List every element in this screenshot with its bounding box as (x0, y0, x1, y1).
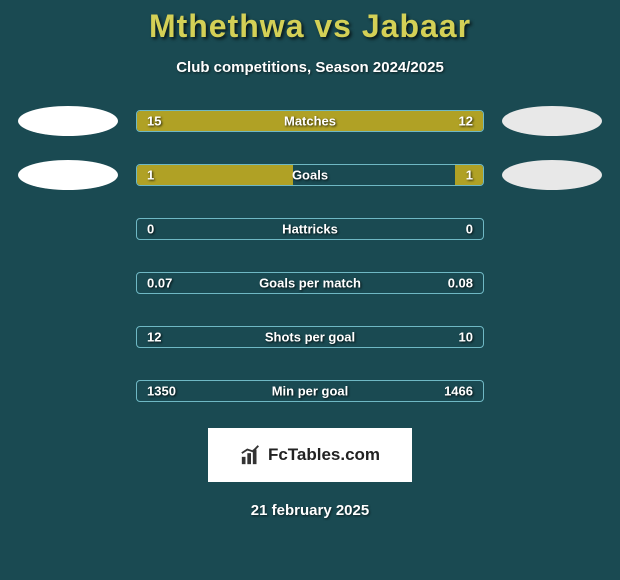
oval-spacer (502, 268, 602, 298)
stats-rows: 15 12 Matches 1 1 Goals 0 0 Hattricks 0.07 0.08 Goa… (0, 106, 620, 406)
stat-row: 1350 1466 Min per goal (0, 376, 620, 406)
oval-spacer (502, 376, 602, 406)
stat-bar: 1350 1466 Min per goal (136, 380, 484, 402)
stat-value-left: 1350 (147, 384, 176, 399)
oval-spacer (18, 268, 118, 298)
bar-fill-left (137, 165, 293, 185)
team-left-oval (18, 106, 118, 136)
oval-spacer (18, 322, 118, 352)
stat-value-right: 0.08 (448, 276, 473, 291)
team-right-oval (502, 160, 602, 190)
stat-row: 12 10 Shots per goal (0, 322, 620, 352)
stat-value-left: 0.07 (147, 276, 172, 291)
stat-bar: 0 0 Hattricks (136, 218, 484, 240)
date-text: 21 february 2025 (0, 502, 620, 519)
stat-value-right: 10 (459, 330, 473, 345)
stat-value-right: 1466 (444, 384, 473, 399)
oval-spacer (502, 214, 602, 244)
logo-text: FcTables.com (268, 445, 380, 465)
stat-value-left: 1 (147, 168, 154, 183)
oval-spacer (502, 322, 602, 352)
stat-label: Goals (292, 168, 328, 183)
stat-label: Goals per match (259, 276, 361, 291)
stat-label: Hattricks (282, 222, 338, 237)
stat-row: 15 12 Matches (0, 106, 620, 136)
stat-row: 0 0 Hattricks (0, 214, 620, 244)
stat-row: 1 1 Goals (0, 160, 620, 190)
bar-fill-right (431, 111, 483, 131)
logo-box[interactable]: FcTables.com (208, 428, 412, 482)
oval-spacer (18, 214, 118, 244)
team-right-oval (502, 106, 602, 136)
stat-value-left: 15 (147, 114, 161, 129)
stat-bar: 15 12 Matches (136, 110, 484, 132)
stat-value-left: 12 (147, 330, 161, 345)
stat-value-right: 0 (466, 222, 473, 237)
stat-label: Min per goal (272, 384, 349, 399)
stats-card: Mthethwa vs Jabaar Club competitions, Se… (0, 0, 620, 519)
stat-label: Shots per goal (265, 330, 355, 345)
stat-row: 0.07 0.08 Goals per match (0, 268, 620, 298)
stat-value-right: 12 (459, 114, 473, 129)
stat-label: Matches (284, 114, 336, 129)
stat-value-left: 0 (147, 222, 154, 237)
stat-value-right: 1 (466, 168, 473, 183)
page-title: Mthethwa vs Jabaar (0, 8, 620, 45)
team-left-oval (18, 160, 118, 190)
chart-icon (240, 444, 262, 466)
oval-spacer (18, 376, 118, 406)
stat-bar: 0.07 0.08 Goals per match (136, 272, 484, 294)
subtitle: Club competitions, Season 2024/2025 (0, 59, 620, 76)
stat-bar: 12 10 Shots per goal (136, 326, 484, 348)
stat-bar: 1 1 Goals (136, 164, 484, 186)
